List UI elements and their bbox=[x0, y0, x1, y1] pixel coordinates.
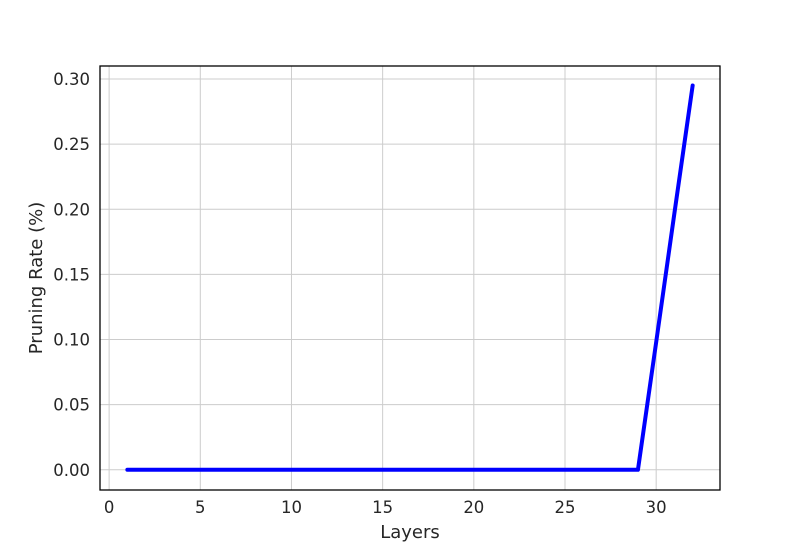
series-layer bbox=[125, 83, 695, 472]
x-tick-label: 20 bbox=[463, 498, 484, 517]
x-tick-label: 5 bbox=[195, 498, 206, 517]
y-tick-label: 0.30 bbox=[53, 70, 90, 89]
series-line bbox=[125, 83, 695, 472]
y-tick-label: 0.25 bbox=[53, 135, 90, 154]
x-axis-label: Layers bbox=[380, 522, 440, 543]
y-tick-labels: 0.00 0.05 0.10 0.15 0.20 0.25 0.30 bbox=[53, 70, 90, 480]
y-tick-label: 0.00 bbox=[53, 461, 90, 480]
x-tick-label: 15 bbox=[372, 498, 393, 517]
plot-frame bbox=[99, 65, 721, 491]
grid bbox=[100, 66, 720, 490]
y-axis-label: Pruning Rate (%) bbox=[26, 202, 47, 354]
x-tick-label: 10 bbox=[281, 498, 302, 517]
y-tick-label: 0.15 bbox=[53, 265, 90, 284]
x-tick-label: 30 bbox=[646, 498, 667, 517]
x-tick-label: 25 bbox=[555, 498, 576, 517]
y-tick-label: 0.05 bbox=[53, 396, 90, 415]
y-tick-label: 0.20 bbox=[53, 200, 90, 219]
x-tick-labels: 0 5 10 15 20 25 30 bbox=[104, 498, 667, 517]
x-tick-label: 0 bbox=[104, 498, 115, 517]
y-tick-label: 0.10 bbox=[53, 331, 90, 350]
